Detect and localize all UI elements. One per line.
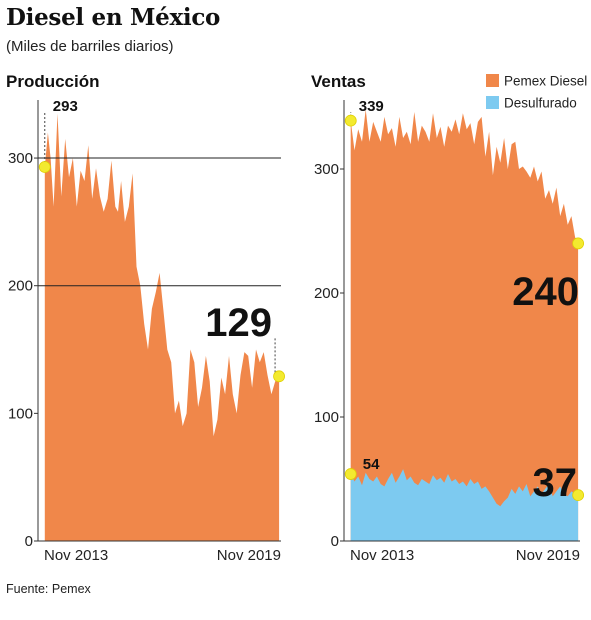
x-tick-label-produccion-1: Nov 2019 bbox=[217, 547, 281, 564]
legend-label-pemex-diesel: Pemex Diesel bbox=[504, 74, 587, 89]
y-tick-label-ventas-100: 100 bbox=[314, 409, 339, 426]
marker-ventas-54 bbox=[345, 469, 356, 480]
marker-ventas-339 bbox=[345, 115, 356, 126]
value-label-ventas-37: 37 bbox=[533, 461, 578, 505]
y-tick-label-ventas-300: 300 bbox=[314, 161, 339, 178]
panel-title-ventas: Ventas bbox=[311, 72, 366, 91]
legend-swatch-pemex-diesel bbox=[486, 74, 499, 87]
y-tick-label-ventas-0: 0 bbox=[331, 533, 339, 550]
legend-label-desulfurado: Desulfurado bbox=[504, 96, 577, 111]
marker-produccion-129 bbox=[274, 371, 285, 382]
y-tick-label-ventas-200: 200 bbox=[314, 285, 339, 302]
value-label-ventas-240: 240 bbox=[512, 270, 579, 314]
marker-ventas-240 bbox=[573, 238, 584, 249]
x-tick-label-ventas-0: Nov 2013 bbox=[350, 547, 414, 564]
legend-swatch-desulfurado bbox=[486, 96, 499, 109]
x-tick-label-produccion-0: Nov 2013 bbox=[44, 547, 108, 564]
value-label-ventas-339: 339 bbox=[359, 98, 384, 115]
value-label-ventas-54: 54 bbox=[363, 456, 380, 473]
y-tick-label-produccion-300: 300 bbox=[8, 150, 33, 167]
marker-ventas-37 bbox=[573, 490, 584, 501]
panel-title-produccion: Producción bbox=[6, 72, 100, 91]
value-label-produccion-293: 293 bbox=[53, 98, 78, 115]
y-tick-label-produccion-200: 200 bbox=[8, 278, 33, 295]
value-label-produccion-129: 129 bbox=[205, 301, 272, 345]
y-tick-label-produccion-0: 0 bbox=[25, 533, 33, 550]
marker-produccion-293 bbox=[39, 161, 50, 172]
x-tick-label-ventas-1: Nov 2019 bbox=[516, 547, 580, 564]
y-tick-label-produccion-100: 100 bbox=[8, 405, 33, 422]
source-note: Fuente: Pemex bbox=[6, 582, 91, 596]
